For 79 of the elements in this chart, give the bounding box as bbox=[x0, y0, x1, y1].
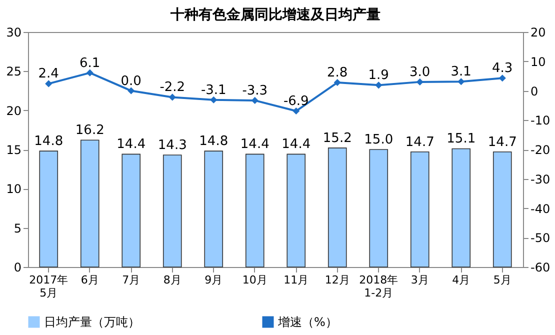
y2-tick-label: 10 bbox=[530, 54, 546, 69]
data-label: 15.2 bbox=[322, 130, 352, 146]
point bbox=[498, 74, 506, 82]
data-label: 14.7 bbox=[488, 134, 517, 150]
y2-tick-label: 20 bbox=[530, 26, 546, 40]
bar bbox=[122, 154, 141, 268]
bar bbox=[492, 151, 512, 268]
bar bbox=[328, 148, 347, 268]
x-tick-label: 4月 bbox=[452, 274, 470, 286]
data-label: 14.3 bbox=[158, 138, 187, 153]
y-tick-label: 10 bbox=[6, 182, 22, 196]
bar bbox=[245, 154, 264, 268]
x-tick-label: 2018年 1-2月 bbox=[359, 274, 398, 300]
point bbox=[86, 69, 94, 76]
y-tick-label: 15 bbox=[6, 143, 22, 157]
point bbox=[458, 78, 465, 86]
y2-tick-label: -40 bbox=[530, 202, 550, 216]
x-tick-label: 9月 bbox=[204, 274, 223, 286]
x-tick-label: 2017年 5月 bbox=[29, 274, 68, 300]
data-label: 15.0 bbox=[364, 132, 394, 148]
y2-tick-label: -30 bbox=[530, 172, 550, 186]
point bbox=[45, 80, 52, 88]
point bbox=[375, 82, 382, 89]
point bbox=[210, 96, 218, 104]
bar bbox=[162, 154, 182, 268]
data-label: -3.3 bbox=[242, 83, 268, 98]
y2-tick-label: -10 bbox=[530, 114, 550, 128]
bar bbox=[39, 150, 58, 268]
point bbox=[168, 94, 176, 101]
data-label: -3.1 bbox=[200, 82, 226, 98]
data-label: 14.7 bbox=[405, 134, 434, 150]
bar bbox=[452, 148, 471, 268]
data-label: 15.1 bbox=[446, 132, 476, 147]
bar bbox=[286, 154, 306, 268]
x-tick-label: 10月 bbox=[242, 274, 268, 286]
bar bbox=[410, 151, 430, 268]
bar bbox=[80, 140, 100, 268]
data-label: 3.0 bbox=[410, 64, 430, 80]
data-label: 3.1 bbox=[450, 64, 472, 80]
y-tick-label: 20 bbox=[6, 104, 22, 118]
point bbox=[334, 78, 341, 86]
point bbox=[292, 107, 300, 115]
data-label: 1.9 bbox=[368, 68, 389, 84]
x-tick-label: 3月 bbox=[410, 274, 429, 286]
data-label: 14.4 bbox=[282, 137, 311, 152]
legend-label: 增速（%） bbox=[277, 315, 338, 329]
point bbox=[251, 96, 258, 104]
y-tick-label: 25 bbox=[6, 64, 22, 79]
y2-tick-label: -60 bbox=[530, 260, 550, 274]
data-label: 2.8 bbox=[327, 66, 348, 81]
x-tick-label: 8月 bbox=[163, 274, 182, 286]
data-label: 0.0 bbox=[120, 74, 142, 89]
y2-tick-label: -20 bbox=[530, 143, 550, 157]
x-tick-label: 6月 bbox=[80, 274, 99, 286]
data-label: -2.2 bbox=[160, 80, 186, 96]
point bbox=[416, 78, 424, 86]
x-tick-label: 5月 bbox=[493, 274, 512, 286]
y-tick-label: 0 bbox=[14, 260, 22, 274]
y2-tick-label: -50 bbox=[530, 231, 550, 246]
chart-title: 十种有色金属同比增速及日均产量 bbox=[170, 6, 380, 23]
data-label: 14.4 bbox=[116, 137, 146, 152]
x-tick-label: 7月 bbox=[122, 274, 140, 286]
data-label: 4.3 bbox=[492, 61, 513, 76]
data-label: 6.1 bbox=[80, 56, 100, 71]
data-label: 14.8 bbox=[199, 134, 228, 150]
y-tick-label: 5 bbox=[14, 221, 22, 236]
bar bbox=[369, 149, 388, 268]
data-label: 2.4 bbox=[38, 66, 59, 82]
x-tick-label: 11月 bbox=[284, 274, 309, 286]
data-label: 14.8 bbox=[34, 134, 64, 150]
point bbox=[128, 87, 135, 94]
bar bbox=[204, 150, 224, 268]
y2-tick-label: 0 bbox=[530, 84, 538, 98]
data-label: -6.9 bbox=[283, 94, 309, 110]
x-tick-label: 12月 bbox=[324, 274, 350, 286]
legend-label: 日均产量（万吨） bbox=[44, 315, 140, 329]
data-label: 16.2 bbox=[75, 123, 104, 138]
data-label: 14.4 bbox=[240, 137, 270, 152]
y-tick-label: 30 bbox=[6, 26, 22, 40]
